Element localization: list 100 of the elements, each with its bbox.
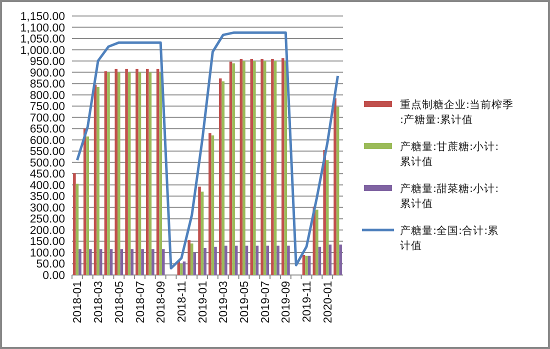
bar <box>193 252 196 275</box>
bar <box>99 249 102 275</box>
y-tick-label: 900.00 <box>30 67 65 80</box>
bar <box>204 248 206 275</box>
bar <box>86 136 90 275</box>
y-tick-label: 250.00 <box>30 214 65 226</box>
bar <box>110 249 113 275</box>
bar <box>271 59 274 275</box>
x-tick-label: 2020-01 <box>322 281 334 324</box>
bar <box>260 59 264 275</box>
bar <box>339 244 342 275</box>
bar <box>242 61 246 275</box>
y-tick-label: 650.00 <box>30 124 65 136</box>
bar <box>222 81 225 275</box>
legend-label: 重点制糖企业:当前榨季:产糖量:累计值 <box>400 98 514 126</box>
bar <box>218 78 222 275</box>
bar <box>253 61 256 275</box>
bar <box>336 106 340 275</box>
bar <box>159 72 162 275</box>
bar <box>190 243 194 275</box>
y-tick-label: 100.00 <box>30 247 65 260</box>
bar <box>128 72 131 275</box>
bar <box>200 192 204 275</box>
x-tick-label: 2019-05 <box>238 281 251 324</box>
bar <box>141 249 144 275</box>
bar <box>229 62 232 275</box>
bar <box>138 72 142 275</box>
bar <box>182 261 186 275</box>
bar <box>224 246 228 275</box>
y-tick-label: 200.00 <box>30 224 65 237</box>
y-tick-label: 450.00 <box>30 168 65 181</box>
x-tick-label: 2018-07 <box>134 281 147 324</box>
bar <box>305 256 308 275</box>
y-tick-label: 850.00 <box>30 78 65 91</box>
bar <box>250 59 254 275</box>
x-tick-label: 2019-07 <box>260 281 272 324</box>
y-tick-label: 350.00 <box>30 191 65 204</box>
y-tick-label: 0.00 <box>42 270 65 282</box>
y-tick-label: 400.00 <box>30 180 65 192</box>
bar <box>240 59 243 275</box>
x-tick-label: 2019-11 <box>302 281 314 322</box>
bar <box>274 61 277 275</box>
bar <box>78 249 82 275</box>
bar <box>96 86 100 275</box>
y-tick-label: 1,050.00 <box>20 34 65 46</box>
y-tick-label: 750.00 <box>30 101 65 114</box>
bar <box>180 264 183 275</box>
bar <box>287 246 290 275</box>
x-tick-label: 2018-09 <box>156 281 168 324</box>
y-tick-label: 300.00 <box>30 202 65 214</box>
bar <box>89 249 92 275</box>
bar <box>328 244 332 275</box>
y-tick-label: 950.00 <box>30 56 65 68</box>
legend-label: 产糖量:甜菜糖:小计:累计值 <box>400 182 499 210</box>
y-tick-label: 150.00 <box>30 236 65 248</box>
bar <box>130 249 134 275</box>
bar <box>256 246 259 275</box>
bar <box>326 160 329 275</box>
y-tick-label: 1,100.00 <box>20 22 65 34</box>
x-tick-label: 2019-09 <box>280 281 293 324</box>
legend-label: 产糖量:全国:合计:累计值 <box>400 224 499 252</box>
bar <box>263 61 266 275</box>
bar <box>148 72 152 275</box>
y-tick-label: 700.00 <box>30 112 65 124</box>
x-tick-label: 2019-03 <box>218 281 230 324</box>
bar <box>211 135 214 275</box>
bar <box>73 173 76 275</box>
y-tick-label: 800.00 <box>30 90 65 102</box>
y-tick-label: 600.00 <box>30 134 65 147</box>
bar <box>107 72 110 275</box>
y-tick-label: 50.00 <box>36 258 65 271</box>
bar <box>146 68 149 275</box>
bar <box>104 71 108 275</box>
bar <box>208 133 212 275</box>
x-tick-label: 2018-01 <box>72 281 84 324</box>
bar <box>334 98 336 275</box>
bar <box>266 246 269 275</box>
x-tick-label: 2019-01 <box>197 281 210 324</box>
bar <box>120 249 124 275</box>
bar <box>245 246 248 275</box>
bar <box>198 186 201 275</box>
x-tick-label: 2018-05 <box>114 281 126 324</box>
bar <box>114 68 118 275</box>
bar <box>316 210 318 275</box>
bar <box>162 249 165 275</box>
x-tick-label: 2018-11 <box>176 281 188 322</box>
bar <box>276 246 280 275</box>
bar <box>118 72 120 275</box>
y-tick-label: 1,150.00 <box>20 11 65 23</box>
bar <box>282 58 284 275</box>
bar <box>323 150 326 275</box>
bar <box>156 68 160 275</box>
bar <box>214 246 217 275</box>
x-tick-label: 2018-03 <box>93 281 106 324</box>
bar <box>136 68 138 275</box>
bar <box>234 246 238 275</box>
y-tick-label: 500.00 <box>30 157 65 170</box>
bar <box>76 184 79 275</box>
bar <box>125 68 128 275</box>
y-tick-label: 550.00 <box>30 146 65 158</box>
